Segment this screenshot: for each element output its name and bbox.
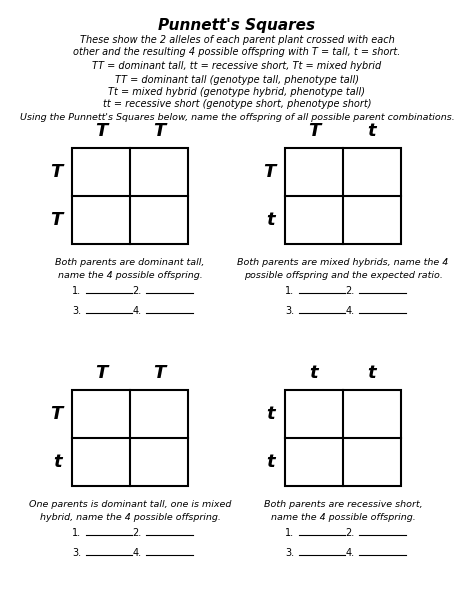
Text: t: t — [368, 122, 376, 140]
Text: T: T — [50, 211, 62, 229]
Text: Tt = mixed hybrid (genotype hybrid, phenotype tall): Tt = mixed hybrid (genotype hybrid, phen… — [109, 87, 365, 97]
Bar — [285, 390, 401, 486]
Text: These show the 2 alleles of each parent plant crossed with each: These show the 2 alleles of each parent … — [80, 35, 394, 45]
Text: Using the Punnett's Squares below, name the offspring of all possible parent com: Using the Punnett's Squares below, name … — [19, 113, 455, 122]
Text: Both parents are mixed hybrids, name the 4: Both parents are mixed hybrids, name the… — [237, 258, 448, 267]
Text: t: t — [266, 405, 275, 423]
Text: 4.: 4. — [346, 306, 355, 316]
Text: 3.: 3. — [285, 306, 294, 316]
Text: 4.: 4. — [132, 306, 141, 316]
Text: hybrid, name the 4 possible offspring.: hybrid, name the 4 possible offspring. — [39, 513, 220, 522]
Text: tt = recessive short (genotype short, phenotype short): tt = recessive short (genotype short, ph… — [103, 99, 371, 109]
Text: T: T — [308, 122, 320, 140]
Text: 2.: 2. — [346, 286, 355, 296]
Text: 2.: 2. — [132, 528, 142, 538]
Text: Both parents are recessive short,: Both parents are recessive short, — [264, 500, 422, 509]
Text: T: T — [153, 122, 165, 140]
Text: 1.: 1. — [285, 528, 294, 538]
Text: 1.: 1. — [285, 286, 294, 296]
Text: 3.: 3. — [285, 548, 294, 558]
Text: Both parents are dominant tall,: Both parents are dominant tall, — [55, 258, 205, 267]
Text: possible offspring and the expected ratio.: possible offspring and the expected rati… — [244, 271, 442, 280]
Text: t: t — [266, 211, 275, 229]
Text: T: T — [95, 122, 107, 140]
Text: name the 4 possible offspring.: name the 4 possible offspring. — [58, 271, 202, 280]
Text: 2.: 2. — [346, 528, 355, 538]
Text: TT = dominant tall (genotype tall, phenotype tall): TT = dominant tall (genotype tall, pheno… — [115, 75, 359, 85]
Text: t: t — [54, 453, 62, 471]
Text: 1.: 1. — [72, 528, 81, 538]
Text: T: T — [153, 364, 165, 382]
Text: other and the resulting 4 possible offspring with T = tall, t = short.: other and the resulting 4 possible offsp… — [73, 47, 401, 57]
Text: T: T — [50, 405, 62, 423]
Text: T: T — [95, 364, 107, 382]
Text: 4.: 4. — [132, 548, 141, 558]
Text: T: T — [263, 163, 275, 181]
Text: 2.: 2. — [132, 286, 142, 296]
Text: TT = dominant tall, tt = recessive short, Tt = mixed hybrid: TT = dominant tall, tt = recessive short… — [92, 61, 382, 71]
Bar — [72, 390, 188, 486]
Text: One parents is dominant tall, one is mixed: One parents is dominant tall, one is mix… — [29, 500, 231, 509]
Text: 3.: 3. — [72, 306, 81, 316]
Bar — [285, 148, 401, 244]
Text: t: t — [310, 364, 319, 382]
Text: 4.: 4. — [346, 548, 355, 558]
Text: Punnett's Squares: Punnett's Squares — [158, 18, 316, 33]
Text: t: t — [266, 453, 275, 471]
Bar — [72, 148, 188, 244]
Text: name the 4 possible offspring.: name the 4 possible offspring. — [271, 513, 415, 522]
Text: 1.: 1. — [72, 286, 81, 296]
Text: 3.: 3. — [72, 548, 81, 558]
Text: T: T — [50, 163, 62, 181]
Text: t: t — [368, 364, 376, 382]
